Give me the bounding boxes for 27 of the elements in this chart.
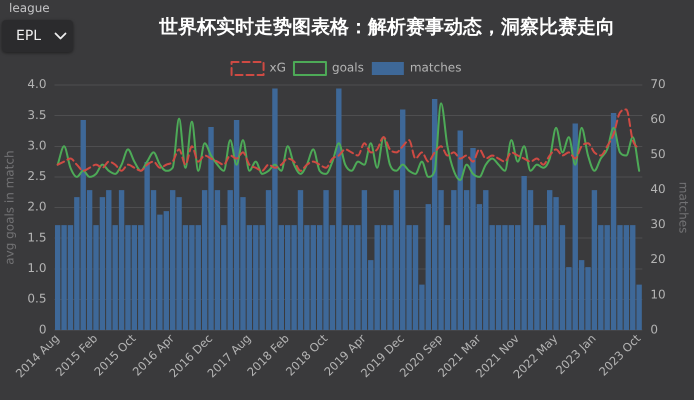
y-tick-label: 0.5 [27,292,46,306]
y-tick-label: 1.5 [27,230,46,244]
y2-tick-label: 0 [650,322,658,336]
legend-label: xG [270,60,286,75]
y2-tick-label: 50 [650,147,666,162]
legend-label: goals [332,60,364,75]
y2-axis-title: matches [676,182,691,234]
y2-tick-label: 10 [650,287,666,302]
y-tick-label: 3.5 [27,108,46,122]
y2-tick-label: 70 [650,77,666,92]
y-tick-label: 3.0 [27,138,46,152]
text: league [9,1,50,15]
y2-tick-label: 30 [650,217,666,232]
y2-tick-label: 60 [650,112,666,126]
legend-label: matches [410,60,462,75]
dropdown[interactable]: EPL [2,20,73,52]
y-tick-label: 2.5 [27,169,46,184]
y-tick-label: 0 [38,322,46,336]
y-tick-label: 4.0 [27,77,46,92]
y-tick-label: 1.0 [27,260,46,275]
y-tick-label: 2.0 [27,200,46,214]
y2-tick-label: 40 [650,182,666,196]
y-axis-title: avg goals in match [2,150,16,265]
y2-tick-label: 20 [650,252,666,266]
chart-title: 世界杯实时走势图表格：解析赛事动态，洞察比赛走向 [158,15,616,39]
line-series [56,102,640,181]
line-series [56,108,640,172]
